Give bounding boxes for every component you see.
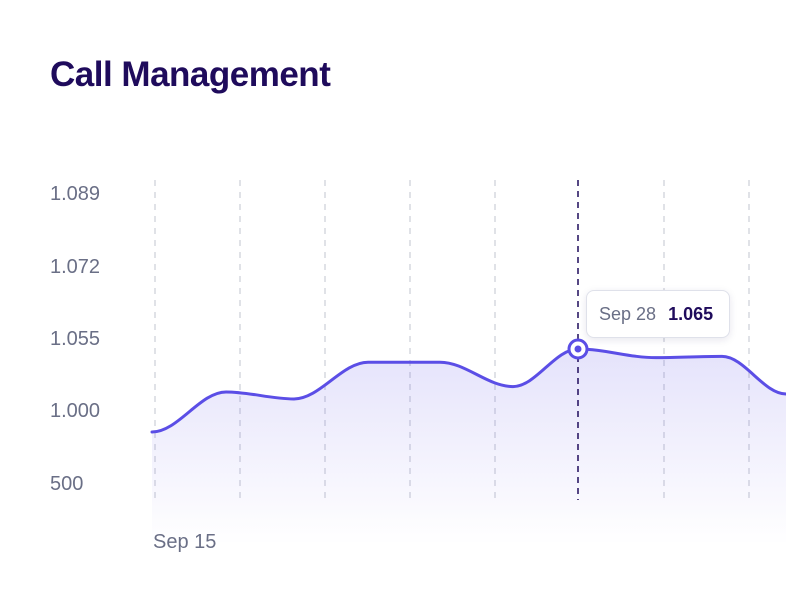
y-tick-label: 1.072 [50, 256, 100, 278]
y-tick-label: 1.089 [50, 183, 100, 205]
y-tick-label: 1.055 [50, 328, 100, 350]
hover-point[interactable] [567, 338, 589, 360]
y-tick-label: 500 [50, 473, 83, 495]
area-fill [152, 349, 786, 545]
y-axis: 1.089 1.072 1.055 1.000 500 [50, 183, 100, 495]
tooltip: Sep 28 1.065 [586, 290, 730, 338]
data-point-dot [574, 345, 582, 353]
tooltip-value: 1.065 [668, 303, 714, 324]
tooltip-date: Sep 28 [599, 303, 657, 324]
series-line [150, 347, 786, 434]
page-title: Call Management [50, 55, 331, 94]
y-tick-label: 1.000 [50, 400, 100, 422]
